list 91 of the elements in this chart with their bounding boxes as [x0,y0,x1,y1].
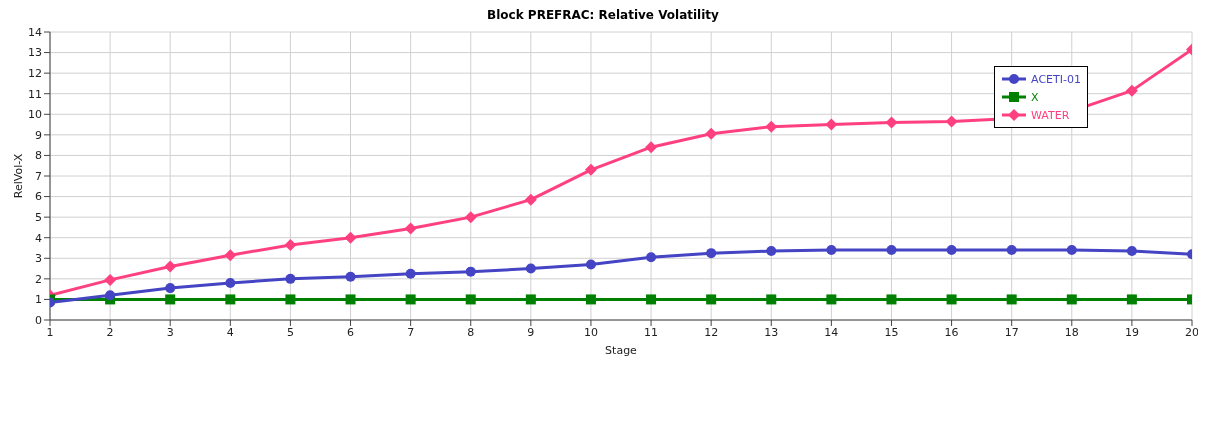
point [1006,245,1017,256]
legend-label: X [1031,90,1039,104]
point [1125,84,1138,97]
point [344,231,357,244]
point [525,294,536,305]
y-tick-label: 1 [35,293,42,307]
point [946,294,957,305]
point [1126,246,1137,257]
y-tick-label: 5 [35,211,42,225]
x-tick-label: 15 [884,325,899,339]
point [284,238,297,251]
point [405,268,416,279]
x-tick-label: 16 [944,325,959,339]
x-tick-label: 2 [106,325,114,339]
x-tick-label: 4 [226,325,234,339]
y-tick-label: 14 [28,25,42,39]
point [1006,294,1017,305]
y-tick-label: 4 [35,231,42,245]
point [104,273,117,286]
point [825,118,838,131]
point [465,266,476,277]
point [405,294,416,305]
x-tick-label: 5 [286,325,294,339]
point [105,290,116,301]
y-tick-label: 13 [28,46,42,60]
x-tick-label: 11 [644,325,659,339]
point [464,211,477,224]
x-tick-label: 1 [46,325,54,339]
point [404,222,417,235]
point [766,246,777,257]
point [285,273,296,284]
point [225,294,236,305]
point [524,193,537,206]
point [766,294,777,305]
y-tick-label: 2 [35,272,42,286]
point [345,271,356,282]
x-tick-label: 18 [1064,325,1079,339]
point [946,245,957,256]
point [1066,245,1077,256]
point [1126,294,1137,305]
chart-title: Block PREFRAC: Relative Volatility [486,8,720,24]
point [525,263,536,274]
x-tick-label: 12 [704,325,719,339]
x-tick-label: 8 [467,325,475,339]
point [706,248,717,259]
point [165,294,176,305]
x-tick-label: 6 [347,325,355,339]
x-tick-label: 14 [824,325,839,339]
point [645,141,658,154]
y-tick-label: 8 [35,149,42,163]
point [885,116,898,129]
x-tick-label: 9 [527,325,535,339]
x-tick-label: 10 [583,325,598,339]
x-tick-label: 20 [1185,325,1199,339]
x-tick-label: 7 [407,325,415,339]
point [584,163,597,176]
point [706,294,717,305]
point [646,252,657,263]
y-tick-label: 9 [35,128,42,142]
legend-label: ACETI-01 [1031,72,1081,86]
point [705,127,718,140]
point [886,245,897,256]
point [165,283,176,294]
point [585,294,596,305]
y-tick-label: 3 [35,252,42,266]
y-tick-label: 0 [35,313,42,327]
y-tick-label: 6 [35,190,42,204]
y-tick-label: 12 [28,67,42,81]
point [164,260,177,273]
point [1066,294,1077,305]
point [465,294,476,305]
y-tick-label: 11 [28,87,42,101]
x-axis-title: Stage [605,344,638,357]
point [585,259,596,270]
point [826,245,837,256]
point [945,115,958,128]
point [345,294,356,305]
y-tick-label: 7 [35,169,42,183]
x-tick-label: 13 [764,325,779,339]
x-tick-label: 19 [1124,325,1139,339]
legend-label: WATER [1031,108,1070,122]
point [886,294,897,305]
y-axis-title: RelVol-X [11,153,25,199]
x-tick-label: 3 [166,325,174,339]
point [224,249,237,262]
point [285,294,296,305]
y-tick-label: 10 [28,108,42,122]
point [826,294,837,305]
point [225,277,236,288]
x-tick-label: 17 [1004,325,1019,339]
point [646,294,657,305]
